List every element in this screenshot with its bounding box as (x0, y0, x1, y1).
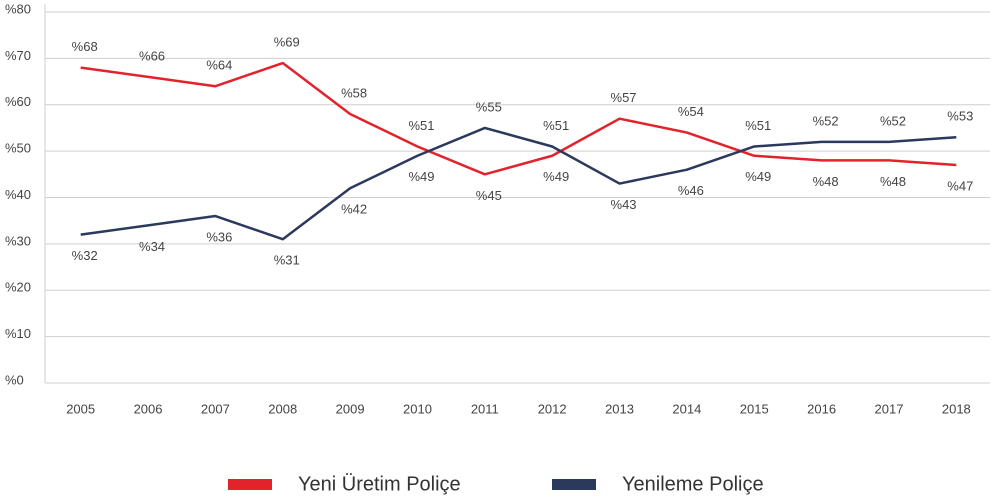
legend-swatch (228, 479, 272, 490)
y-tick-label: %20 (5, 280, 31, 295)
data-label: %49 (745, 169, 771, 184)
x-tick-label: 2007 (201, 401, 230, 416)
data-label: %53 (947, 109, 973, 124)
y-tick-label: %0 (5, 372, 24, 387)
line (80, 126, 957, 241)
data-label: %54 (678, 104, 704, 119)
data-label: %45 (476, 188, 502, 203)
y-tick-label: %10 (5, 326, 31, 341)
x-tick-label: 2010 (403, 401, 432, 416)
data-label: %42 (341, 202, 367, 217)
data-label: %69 (274, 34, 300, 49)
data-label: %68 (72, 39, 98, 54)
data-label: %51 (408, 118, 434, 133)
y-tick-label: %70 (5, 48, 31, 63)
data-label: %49 (408, 169, 434, 184)
data-label: %66 (139, 48, 165, 63)
data-label: %43 (611, 197, 637, 212)
x-tick-label: 2014 (672, 401, 701, 416)
y-tick-label: %40 (5, 187, 31, 202)
data-label: %32 (72, 248, 98, 263)
data-label: %52 (880, 113, 906, 128)
x-tick-label: 2011 (471, 401, 499, 416)
x-tick-label: 2016 (807, 401, 836, 416)
data-label: %55 (476, 99, 502, 114)
x-tick-label: 2017 (875, 401, 904, 416)
legend-label: Yenileme Poliçe (622, 473, 764, 495)
data-label: %58 (341, 85, 367, 100)
data-label: %46 (678, 183, 704, 198)
y-tick-label: %30 (5, 233, 31, 248)
line (80, 61, 957, 176)
data-label: %34 (139, 239, 165, 254)
data-label: %48 (880, 174, 906, 189)
data-label: %36 (206, 229, 232, 244)
data-label: %49 (543, 169, 569, 184)
data-label: %31 (274, 253, 300, 268)
data-label: %51 (745, 118, 771, 133)
y-tick-label: %80 (5, 1, 31, 16)
x-tick-label: 2008 (268, 401, 297, 416)
data-label: %52 (813, 113, 839, 128)
x-tick-label: 2005 (66, 401, 95, 416)
x-tick-label: 2013 (605, 401, 634, 416)
legend-swatch (552, 479, 596, 490)
data-label: %48 (813, 174, 839, 189)
x-tick-label: 2015 (740, 401, 769, 416)
y-tick-label: %50 (5, 141, 31, 156)
data-label: %57 (611, 90, 637, 105)
data-label: %47 (947, 178, 973, 193)
x-tick-label: 2009 (336, 401, 365, 416)
x-tick-label: 2006 (134, 401, 163, 416)
legend-label: Yeni Üretim Poliçe (298, 473, 461, 495)
y-tick-label: %60 (5, 94, 31, 109)
x-tick-label: 2018 (942, 401, 971, 416)
data-label: %51 (543, 118, 569, 133)
x-tick-label: 2012 (538, 401, 567, 416)
data-label: %64 (206, 58, 232, 73)
